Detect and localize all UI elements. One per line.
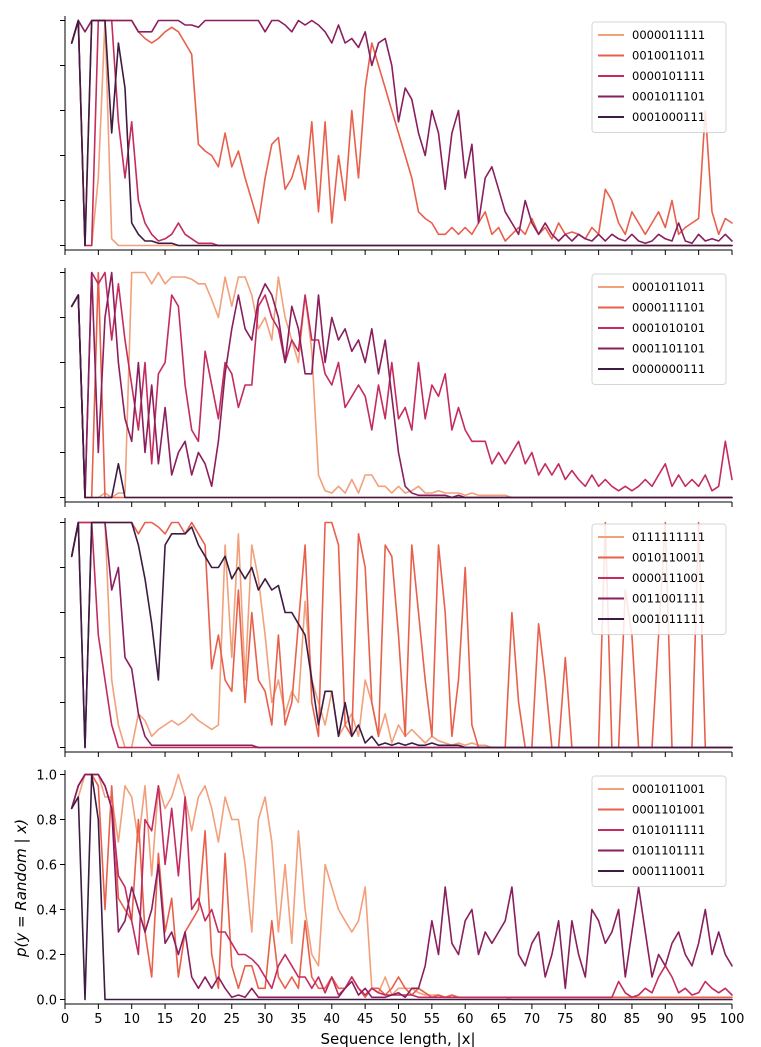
legend-label: 0001011101	[632, 90, 705, 104]
x-tick-label: 5	[94, 1012, 102, 1027]
x-tick-label: 95	[690, 1012, 707, 1027]
panel-3: 0111111111 0010110011 0000111001 0011001111…	[60, 518, 733, 757]
y-tick-label: 1.0	[36, 769, 57, 784]
legend: 0001011011 0000111101 0001010101 0001101101…	[591, 273, 727, 385]
legend-frame	[591, 523, 727, 635]
legend-label: 0001011011	[632, 280, 705, 294]
x-tick-label: 40	[324, 1012, 341, 1027]
x-tick-label: 30	[257, 1012, 274, 1027]
x-tick-label: 90	[657, 1012, 674, 1027]
x-tick-label: 25	[223, 1012, 240, 1027]
x-axis-label: Sequence length, |x|	[320, 1030, 475, 1047]
panel-1: 0000011111 0010011011 0000101111 0001011101…	[60, 16, 733, 255]
legend-label: 0000011111	[632, 28, 705, 42]
panel-4: 0.0 0.2 0.4 0.6 0.8 1.0 0 5 10 15 20 25 30 35 40 45 50 55…	[36, 769, 744, 1028]
legend-label: 0001101101	[632, 342, 705, 356]
x-tick-label: 100	[720, 1012, 745, 1027]
series-line-0010110011	[70, 521, 733, 749]
x-tick-label: 50	[390, 1012, 407, 1027]
legend-frame	[591, 21, 727, 133]
x-tick-label: 35	[290, 1012, 307, 1027]
series-line-0010011011	[70, 19, 733, 247]
legend: 0111111111 0010110011 0000111001 0011001111…	[591, 523, 727, 635]
x-tick-label: 75	[557, 1012, 574, 1027]
series-line-0001010101	[70, 271, 733, 499]
legend-label: 0000000111	[632, 362, 705, 376]
x-tick-label: 0	[61, 1012, 69, 1027]
legend-label: 0001110011	[632, 864, 705, 878]
x-tick-label: 85	[624, 1012, 641, 1027]
legend: 0000011111 0010011011 0000101111 0001011101…	[591, 21, 727, 133]
legend-label: 0011001111	[632, 592, 705, 606]
x-tick-label: 45	[357, 1012, 374, 1027]
series-line-0001011101	[70, 19, 733, 245]
legend: 0001011001 0001101001 0101011111 0101101111…	[591, 775, 727, 887]
legend-label: 0001101001	[632, 803, 705, 817]
x-tick-label: 65	[490, 1012, 507, 1027]
y-tick-label: 0.6	[36, 859, 57, 874]
legend-label: 0101011111	[632, 823, 705, 837]
legend-label: 0001011111	[632, 612, 705, 626]
y-axis-label: p(y = Random | x)	[12, 819, 30, 958]
x-tick-label: 80	[590, 1012, 607, 1027]
x-tick-label: 70	[524, 1012, 541, 1027]
series-line-0001101001	[70, 773, 733, 999]
legend-label: 0000101111	[632, 69, 705, 83]
series-line-0001000111	[70, 19, 733, 247]
x-tick-label: 15	[157, 1012, 174, 1027]
series-line-0101101111	[70, 773, 733, 999]
legend-label: 0000111101	[632, 301, 705, 315]
x-tick-label: 60	[457, 1012, 474, 1027]
legend-label: 0001000111	[632, 110, 705, 124]
legend-label: 0010110011	[632, 551, 705, 565]
legend-label: 0111111111	[632, 530, 705, 544]
y-tick-label: 0.4	[36, 904, 57, 919]
series-line-0000000111	[70, 294, 733, 499]
legend-frame	[591, 273, 727, 385]
legend-frame	[591, 775, 727, 887]
y-tick-label: 0.0	[36, 994, 57, 1009]
series-line-0001110011	[70, 773, 733, 1001]
x-tick-label: 20	[190, 1012, 207, 1027]
y-tick-label: 0.8	[36, 814, 57, 829]
x-tick-label: 10	[123, 1012, 140, 1027]
legend-label: 0000111001	[632, 571, 705, 585]
series-line-0001011111	[70, 521, 733, 749]
legend-label: 0001010101	[632, 321, 705, 335]
panel-2: 0001011011 0000111101 0001010101 0001101101…	[60, 268, 733, 507]
legend-label: 0010011011	[632, 49, 705, 63]
legend-label: 0001011001	[632, 782, 705, 796]
x-tick-label: 55	[424, 1012, 441, 1027]
y-tick-label: 0.2	[36, 949, 57, 964]
legend-label: 0101101111	[632, 844, 705, 858]
